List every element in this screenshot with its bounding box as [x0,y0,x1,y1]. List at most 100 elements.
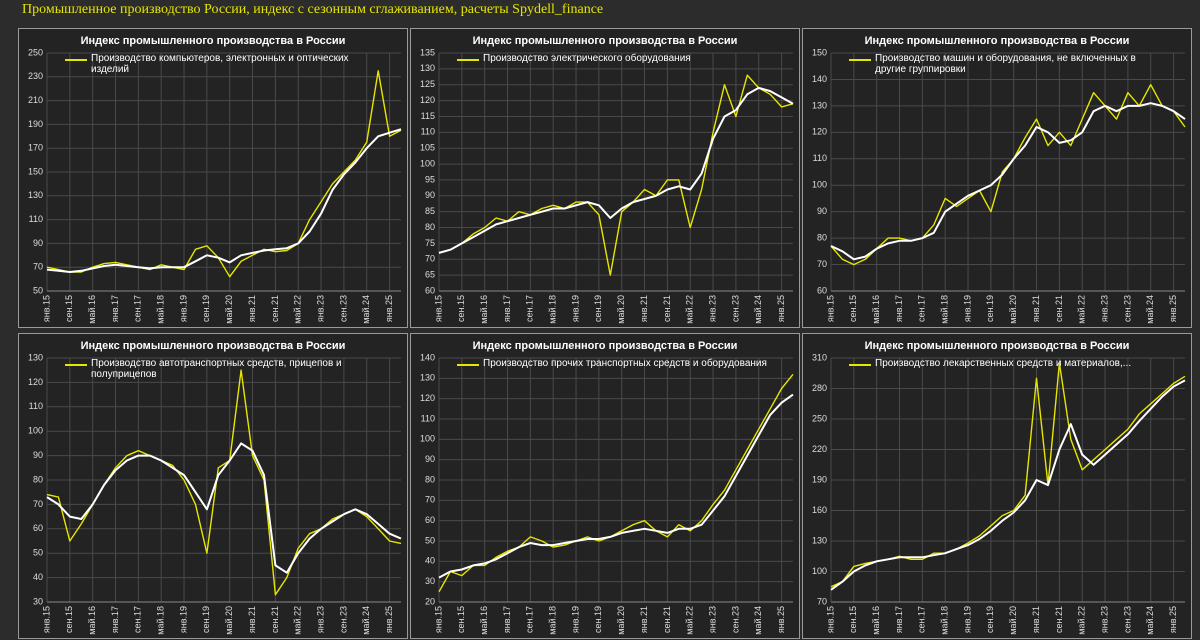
y-tick-label: 110 [421,127,435,137]
x-tick-label: сен.23 [730,606,740,633]
y-tick-label: 125 [420,79,435,89]
x-tick-label: янв.25 [384,295,394,322]
x-tick-label: май.16 [871,606,881,635]
x-tick-label: май.16 [479,606,489,635]
y-tick-label: 50 [33,548,43,558]
x-tick-label: янв.15 [825,295,835,322]
y-tick-label: 110 [421,413,435,423]
page-title: Промышленное производство России, индекс… [22,2,604,17]
series-line [46,70,402,278]
x-tick-label: сен.15 [848,606,858,633]
chart-panel: 70 100 130 160 190 220 250 280 310 янв.15 сен.15 ма… [802,333,1192,639]
x-tick-label: май.18 [940,295,950,324]
x-tick-label: сен.19 [593,606,603,633]
y-tick-label: 85 [425,206,435,216]
y-tick-label: 80 [817,232,827,242]
y-tick-label: 130 [28,352,43,362]
x-tick-label: май.16 [87,295,97,324]
y-tick-label: 30 [33,596,43,606]
y-tick-label: 140 [420,352,435,362]
series-line [438,86,794,254]
x-tick-label: янв.23 [315,295,325,322]
y-tick-label: 115 [421,111,435,121]
legend-swatch [849,364,871,366]
y-tick-label: 120 [812,127,827,137]
x-tick-label: сен.19 [593,295,603,322]
x-tick-label: май.22 [293,606,303,635]
x-tick-label: янв.15 [433,606,443,633]
y-tick-label: 100 [420,158,435,168]
x-tick-label: янв.19 [178,295,188,322]
chart: 60 70 80 90 100 110 120 130 140 150 янв.15 сен.15 ма… [812,47,1186,324]
y-tick-label: 80 [425,222,435,232]
y-tick-label: 100 [420,434,435,444]
chart-title: Индекс промышленного производства в Росс… [472,340,738,352]
y-tick-label: 130 [420,373,435,383]
x-tick-label: сен.21 [662,295,672,322]
x-tick-label: май.16 [479,295,489,324]
x-tick-label: янв.25 [1168,606,1178,633]
chart: 70 100 130 160 190 220 250 280 310 янв.15 сен.15 ма… [812,352,1186,635]
y-tick-label: 90 [33,450,43,460]
x-tick-label: май.24 [1145,606,1155,635]
y-tick-label: 30 [425,576,435,586]
y-tick-label: 90 [425,454,435,464]
y-tick-label: 105 [420,143,435,153]
series-line [438,373,794,593]
y-tick-label: 110 [29,401,43,411]
series-line [438,393,794,579]
chart: 20 30 40 50 60 70 80 90 100 110 120 130 140 янв.15 сен… [420,352,794,635]
y-tick-label: 280 [812,383,827,393]
legend-label: Производство компьютеров, электронных и … [91,53,349,75]
y-tick-label: 95 [425,174,435,184]
x-tick-label: май.22 [293,295,303,324]
y-tick-label: 90 [817,206,827,216]
legend-swatch [849,59,871,61]
x-tick-label: сен.21 [662,606,672,633]
series-line [46,369,402,596]
x-tick-label: май.18 [940,606,950,635]
y-tick-label: 40 [33,572,43,582]
x-tick-label: сен.19 [985,295,995,322]
series-line [46,128,402,273]
x-tick-label: янв.25 [776,295,786,322]
x-tick-label: май.24 [753,606,763,635]
y-tick-label: 120 [420,95,435,105]
legend: Производство автотранспортных средств, п… [65,358,375,380]
legend: Производство компьютеров, электронных и … [65,53,375,75]
legend: Производство лекарственных средств и мат… [849,358,1159,369]
y-tick-label: 60 [33,523,43,533]
series-line [830,362,1186,588]
legend-swatch [457,364,479,366]
x-tick-label: май.18 [548,606,558,635]
x-tick-label: янв.17 [894,606,904,633]
y-tick-label: 110 [29,214,43,224]
x-tick-label: сен.17 [525,295,535,322]
x-tick-label: май.22 [685,606,695,635]
x-tick-label: май.24 [1145,295,1155,324]
legend: Производство электрического оборудования [457,53,767,64]
chart-title: Индекс промышленного производства в Росс… [864,35,1130,47]
y-tick-label: 140 [812,74,827,84]
x-tick-label: янв.21 [247,606,257,633]
chart-panel: 50 70 90 110 130 150 170 190 210 230 250 янв.15 сен.… [18,28,408,328]
x-tick-label: янв.23 [1099,295,1109,322]
x-tick-label: сен.21 [270,606,280,633]
chart: 60 65 70 75 80 85 90 95 100 105 110 115 120 125 130 135… [420,47,794,324]
x-tick-label: янв.23 [707,606,717,633]
x-tick-label: сен.23 [338,295,348,322]
chart-title: Индекс промышленного производства в Росс… [80,340,346,352]
x-tick-label: янв.23 [1099,606,1109,633]
legend-label: Производство лекарственных средств и мат… [875,358,1132,369]
x-tick-label: сен.17 [525,606,535,633]
y-tick-label: 160 [812,505,827,515]
y-tick-label: 250 [812,413,827,423]
y-tick-label: 90 [425,190,435,200]
x-tick-label: янв.19 [962,606,972,633]
x-tick-label: май.22 [685,295,695,324]
x-tick-label: янв.15 [433,295,443,322]
series-line [830,102,1186,261]
x-tick-label: янв.23 [707,295,717,322]
chart-panel: 60 65 70 75 80 85 90 95 100 105 110 115 120 125 130 135… [410,28,800,328]
